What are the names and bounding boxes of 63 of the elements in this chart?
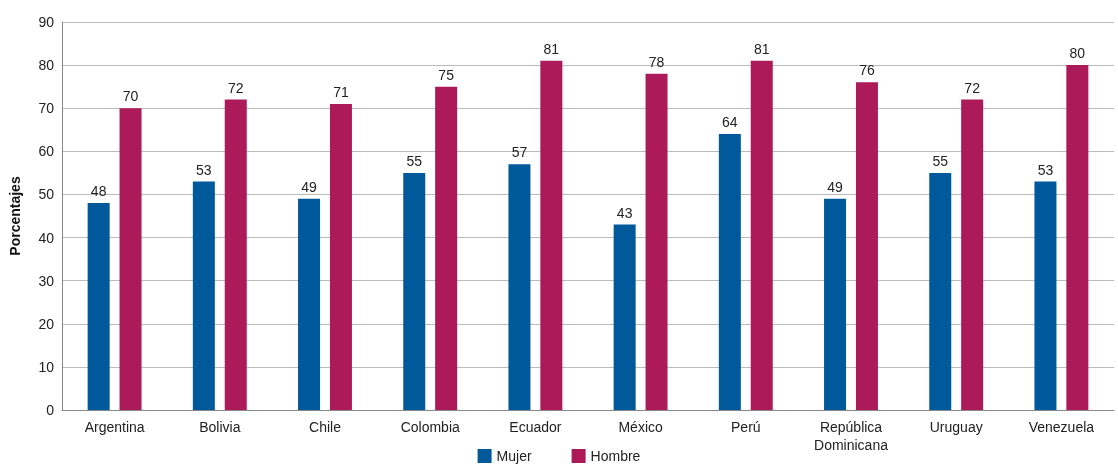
y-tick-label: 20 (38, 315, 55, 332)
data-label: 48 (90, 183, 107, 200)
bar (961, 99, 984, 410)
bar (1034, 181, 1057, 410)
bar (1066, 65, 1089, 410)
x-tick-label: Argentina (84, 419, 145, 435)
data-label: 81 (543, 40, 560, 57)
bar (645, 73, 668, 410)
y-tick-label: 0 (46, 402, 55, 418)
data-label: 43 (616, 204, 633, 221)
bar (855, 82, 878, 410)
legend-label: Hombre (590, 448, 641, 464)
x-tick-label: Venezuela (1028, 419, 1095, 435)
data-label: 80 (1069, 45, 1086, 62)
y-tick-label: 80 (38, 57, 55, 74)
x-tick-label: Perú (731, 419, 761, 435)
bar (613, 224, 636, 410)
bar (329, 103, 352, 410)
bar (403, 172, 426, 410)
x-tick-label: República Dominicana (814, 419, 889, 453)
bar (435, 86, 458, 410)
bar (224, 99, 247, 410)
bar (750, 60, 773, 410)
data-label: 53 (1037, 161, 1054, 178)
x-tick-label: México (618, 419, 663, 435)
bar (824, 198, 847, 410)
bar (508, 164, 531, 410)
y-tick-label: 50 (38, 186, 55, 203)
bar (192, 181, 215, 410)
y-axis-title: Porcentajes (7, 176, 23, 256)
data-label: 49 (827, 178, 844, 195)
x-tick-label: Chile (309, 419, 342, 435)
bar (718, 134, 741, 410)
data-label: 55 (932, 152, 949, 169)
y-tick-label: 30 (38, 272, 55, 289)
data-label: 53 (196, 161, 212, 178)
data-label: 64 (722, 114, 738, 131)
y-tick-label: 40 (38, 229, 55, 246)
legend-label: Mujer (496, 448, 532, 464)
x-tick-label: Uruguay (929, 419, 983, 435)
data-label: 55 (406, 152, 423, 169)
data-label: 49 (301, 178, 318, 195)
x-tick-label: Bolivia (199, 419, 241, 435)
data-label: 72 (964, 79, 981, 96)
y-tick-label: 70 (38, 100, 55, 117)
data-label: 72 (227, 79, 244, 96)
data-label: 78 (648, 53, 665, 70)
data-label: 76 (859, 62, 875, 79)
y-tick-label: 10 (38, 358, 55, 375)
data-label: 71 (333, 83, 349, 100)
y-tick-label: 90 (38, 14, 55, 30)
bar (929, 172, 952, 410)
data-label: 70 (122, 88, 139, 105)
bar (298, 198, 321, 410)
x-tick-label: Colombia (400, 419, 460, 435)
data-label: 81 (753, 40, 770, 57)
bar (540, 60, 563, 410)
data-label: 75 (438, 66, 455, 83)
data-label: 57 (511, 144, 528, 161)
bar (87, 203, 110, 410)
y-tick-label: 60 (38, 143, 55, 160)
x-tick-label: Ecuador (509, 419, 562, 435)
bar (119, 108, 142, 410)
